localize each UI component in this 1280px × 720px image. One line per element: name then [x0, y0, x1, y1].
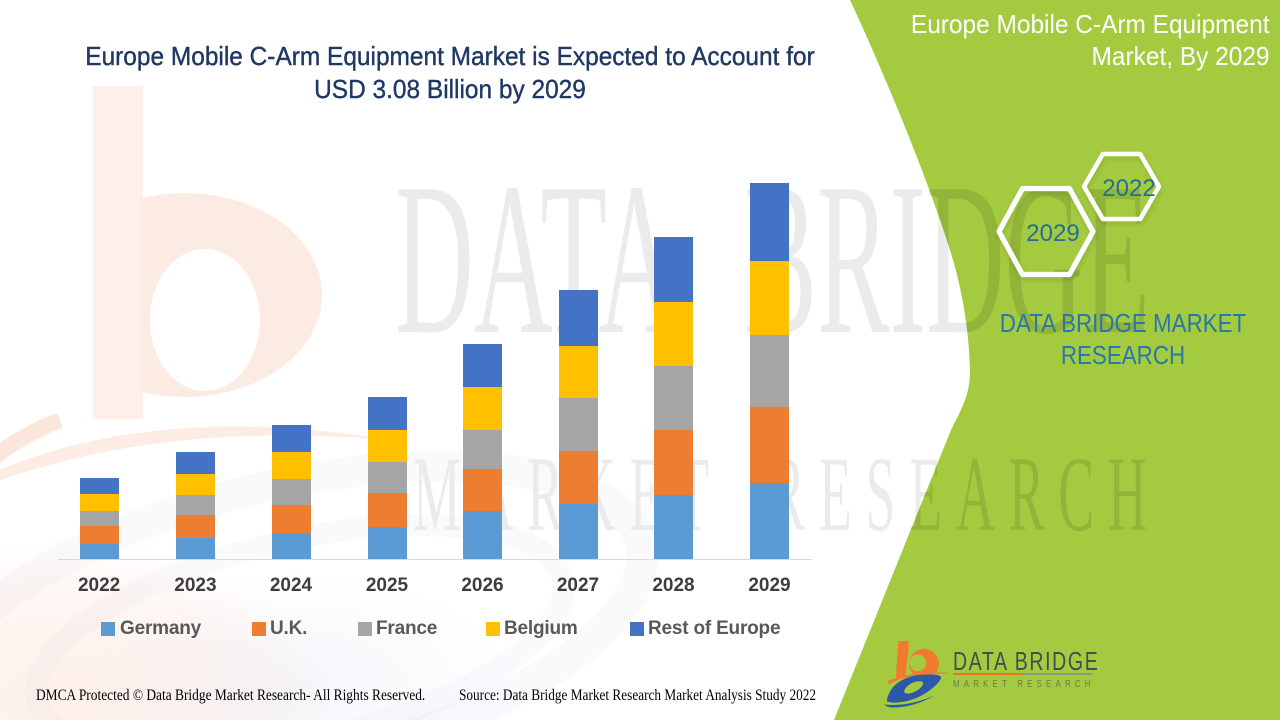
svg-text:2029: 2029	[1026, 220, 1079, 247]
svg-text:2022: 2022	[1102, 175, 1155, 202]
